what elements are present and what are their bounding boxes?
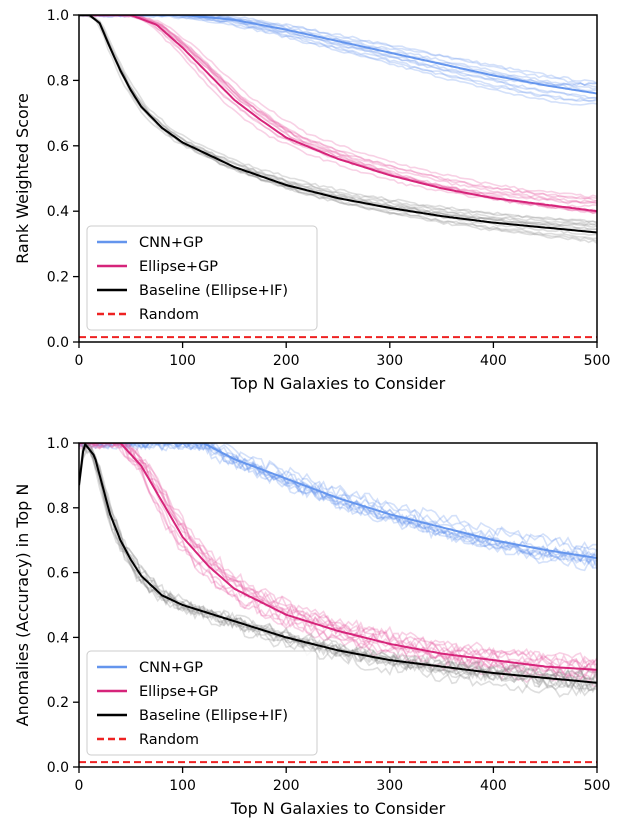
- trial-line: [79, 15, 597, 224]
- series-line-ellipse-gp: [79, 15, 597, 213]
- y-axis-label: Rank Weighted Score: [13, 93, 32, 264]
- trial-line: [79, 443, 597, 679]
- series-line-cnn-gp: [79, 15, 597, 95]
- y-tick-label: 0.0: [47, 335, 69, 351]
- panel-anomalies-accuracy: 0 100 200 300 400 500 0.0 0.2 0.4 0.6 0.8 1.0 Top N …: [13, 436, 610, 818]
- legend-label: Random: [139, 732, 199, 748]
- trial-line: [79, 443, 597, 680]
- axes-frame: [78, 442, 598, 768]
- y-tick-label: 1.0: [47, 8, 69, 24]
- trial-line: [79, 443, 597, 551]
- trial-line: [79, 443, 597, 563]
- trial-line: [79, 15, 597, 224]
- x-tick-label: 200: [273, 778, 300, 794]
- trial-line: [79, 446, 597, 698]
- trial-line: [79, 443, 597, 567]
- y-axis-label: Anomalies (Accuracy) in Top N: [13, 484, 32, 727]
- trial-line: [79, 443, 597, 674]
- x-tick-label: 400: [480, 778, 507, 794]
- x-tick-label: 300: [376, 778, 403, 794]
- trial-line: [79, 443, 597, 672]
- trial-curves: [79, 15, 597, 244]
- trial-line: [79, 15, 597, 200]
- trial-line: [79, 15, 597, 92]
- y-tick-label: 1.0: [47, 436, 69, 452]
- trial-line: [79, 15, 597, 214]
- x-tick-label: 500: [584, 353, 611, 369]
- trial-line: [79, 443, 597, 667]
- axes-frame: [78, 14, 598, 343]
- plot-area: [79, 443, 597, 764]
- trial-line: [79, 443, 597, 688]
- x-tick-label: 400: [480, 353, 507, 369]
- trial-line: [79, 443, 597, 572]
- legend-box: [86, 225, 318, 331]
- x-tick-label: 100: [169, 778, 196, 794]
- legend-label: Ellipse+GP: [139, 684, 218, 700]
- x-tick-label: 500: [584, 778, 611, 794]
- trial-line: [79, 15, 597, 202]
- x-axis-label: Top N Galaxies to Consider: [230, 799, 446, 818]
- trial-line: [79, 443, 597, 671]
- trial-line: [79, 15, 597, 215]
- legend-label: Baseline (Ellipse+IF): [139, 708, 288, 724]
- trial-line: [79, 443, 597, 666]
- x-tick-label: 0: [75, 778, 84, 794]
- series-line-baseline-ellipse-if: [79, 443, 597, 684]
- legend-label: CNN+GP: [139, 660, 203, 676]
- legend-box: [86, 650, 318, 756]
- series-line-cnn-gp: [79, 443, 597, 559]
- trial-line: [79, 15, 597, 199]
- trial-line: [79, 15, 597, 84]
- legend-label: Baseline (Ellipse+IF): [139, 283, 288, 299]
- trial-line: [79, 15, 597, 100]
- legend-label: Random: [139, 307, 199, 323]
- x-tick-label: 100: [169, 353, 196, 369]
- trial-line: [79, 15, 597, 204]
- trial-line: [79, 15, 597, 87]
- x-tick-label: 0: [75, 353, 84, 369]
- x-axis-label: Top N Galaxies to Consider: [230, 374, 446, 393]
- legend: CNN+GP Ellipse+GP Baseline (Ellipse+IF) Ran…: [86, 225, 318, 331]
- legend-label: CNN+GP: [139, 235, 203, 251]
- y-tick-label: 0.4: [47, 630, 69, 646]
- y-tick-label: 0.0: [47, 760, 69, 776]
- series-line-baseline-ellipse-if: [79, 15, 597, 234]
- trial-line: [79, 15, 597, 231]
- series-line-ellipse-gp: [79, 443, 597, 671]
- trial-line: [79, 444, 597, 690]
- trial-line: [79, 15, 597, 106]
- y-tick-label: 0.2: [47, 270, 69, 286]
- panel-rank-weighted-score: 0 100 200 300 400 500 0.0 0.2 0.4 0.6 0.8 1.0 Top N …: [13, 8, 610, 393]
- legend: CNN+GP Ellipse+GP Baseline (Ellipse+IF) Ran…: [86, 650, 318, 756]
- x-tick-label: 300: [376, 353, 403, 369]
- trial-line: [79, 443, 597, 681]
- trial-line: [79, 443, 597, 553]
- trial-line: [79, 15, 597, 91]
- trial-line: [79, 443, 597, 570]
- y-tick-label: 0.6: [47, 139, 69, 155]
- trial-line: [79, 15, 597, 227]
- trial-line: [79, 15, 597, 99]
- x-tick-label: 200: [273, 353, 300, 369]
- y-tick-label: 0.8: [47, 501, 69, 517]
- y-tick-label: 0.6: [47, 566, 69, 582]
- trial-line: [79, 15, 597, 240]
- plot-area: [79, 15, 597, 339]
- y-tick-label: 0.8: [47, 73, 69, 89]
- y-tick-label: 0.2: [47, 695, 69, 711]
- trial-line: [79, 443, 597, 689]
- legend-label: Ellipse+GP: [139, 259, 218, 275]
- y-tick-label: 0.4: [47, 204, 69, 220]
